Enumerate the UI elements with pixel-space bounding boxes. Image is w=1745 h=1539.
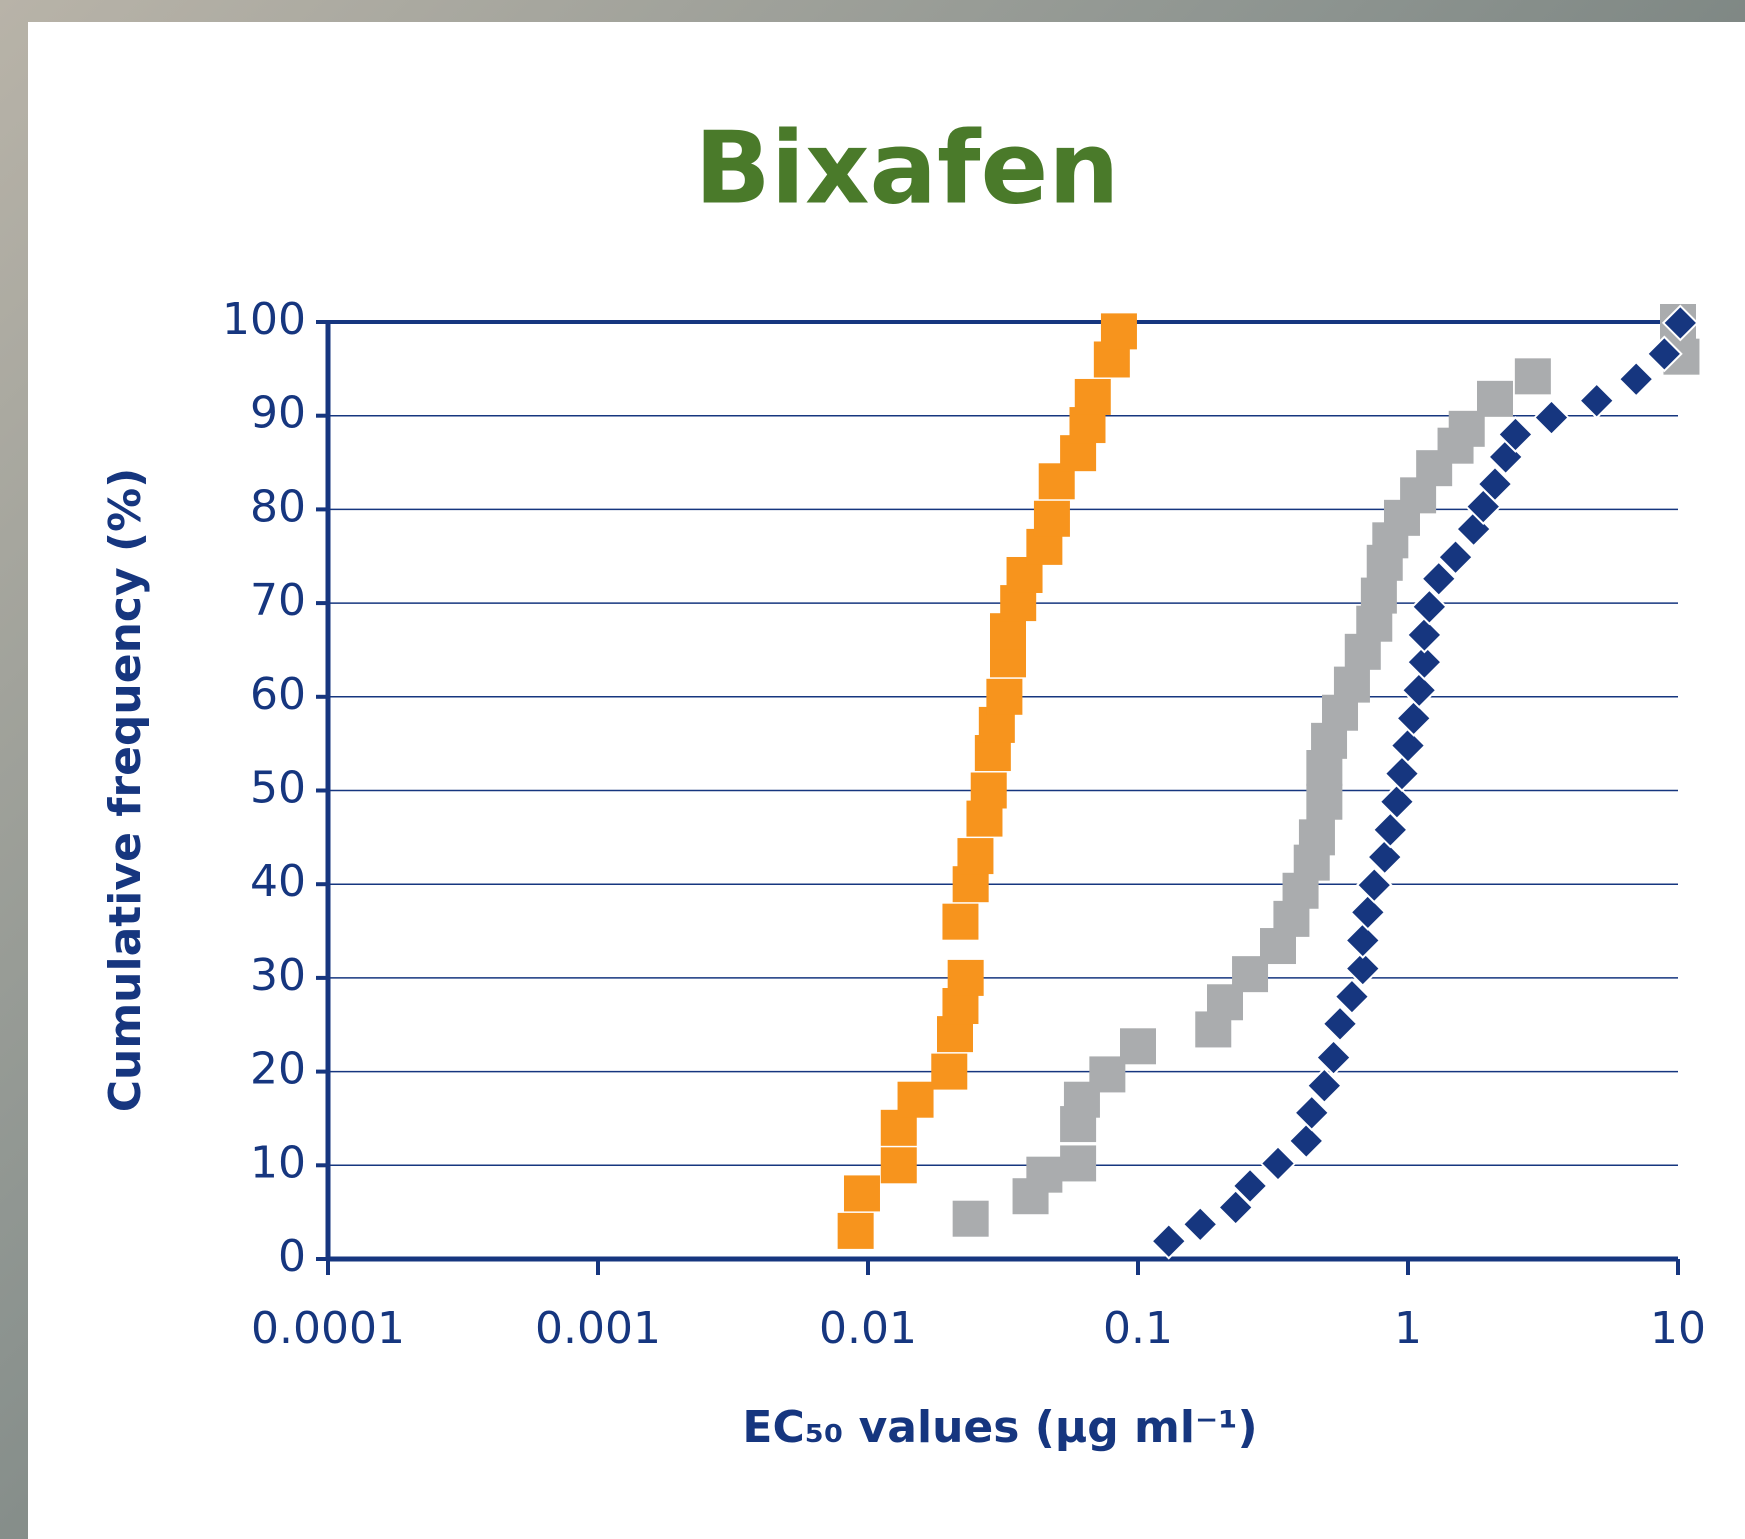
y-tick-label: 0 [278, 1231, 306, 1282]
y-tick-label: 50 [250, 763, 306, 814]
data-point [897, 1081, 934, 1118]
data-point [1533, 399, 1570, 436]
data-point [843, 1175, 880, 1212]
y-tick-label: 70 [250, 575, 306, 626]
data-point [1617, 360, 1655, 398]
card [28, 22, 1745, 1539]
data-point [1100, 313, 1137, 350]
data-point [1298, 819, 1335, 856]
x-tick-label: 10 [1650, 1303, 1706, 1354]
data-point [1217, 1189, 1255, 1226]
data-point [947, 959, 984, 996]
data-point [1383, 755, 1421, 793]
data-point [1400, 671, 1438, 709]
data-point [1405, 643, 1443, 681]
data-point [1333, 978, 1371, 1016]
data-point [1089, 1056, 1126, 1093]
y-tick-label: 100 [222, 294, 306, 345]
data-point [1349, 893, 1387, 931]
data-point [1420, 560, 1458, 598]
y-tick-label: 30 [250, 950, 306, 1001]
data-point [1315, 1039, 1352, 1076]
y-tick-label: 90 [250, 388, 306, 439]
data-point [1355, 866, 1393, 904]
y-tick-label: 20 [250, 1044, 306, 1095]
data-point [957, 838, 994, 875]
data-point [1389, 727, 1427, 764]
y-tick-label: 60 [250, 669, 306, 720]
data-point [1150, 1222, 1188, 1260]
data-point [1437, 538, 1474, 576]
y-tick-label: 10 [250, 1137, 306, 1188]
data-point [1344, 950, 1382, 987]
data-point [1366, 838, 1404, 876]
data-point [1305, 1067, 1343, 1105]
data-point [1371, 811, 1409, 849]
data-point [1293, 1094, 1331, 1132]
chart-title: Bixafen [695, 109, 1120, 226]
data-point [1231, 1167, 1269, 1205]
data-point [1259, 1145, 1297, 1182]
data-point [880, 1147, 917, 1184]
data-point [1360, 577, 1397, 614]
x-tick-label: 0.0001 [251, 1303, 405, 1354]
data-point [970, 772, 1007, 809]
data-point [1287, 1122, 1325, 1160]
data-point [1306, 783, 1343, 820]
data-point [1476, 465, 1514, 503]
data-point [837, 1212, 874, 1249]
y-tick-label: 40 [250, 856, 306, 907]
data-point [1033, 500, 1070, 537]
data-point [1378, 783, 1416, 821]
data-point [931, 1053, 968, 1090]
data-point [1476, 380, 1513, 417]
data-point [1026, 1156, 1063, 1193]
data-point [1395, 699, 1433, 737]
x-tick-label: 0.01 [819, 1303, 917, 1354]
data-point [1074, 378, 1111, 415]
data-point [1333, 666, 1370, 703]
data-point [1514, 358, 1551, 395]
data-point [1060, 1145, 1097, 1182]
y-axis-label: Cumulative frequency (%) [100, 468, 151, 1113]
data-point [986, 678, 1023, 715]
data-point [1410, 588, 1448, 626]
x-tick-label: 0.1 [1103, 1303, 1173, 1354]
data-point [1661, 304, 1699, 342]
x-axis-label: EC₅₀ values (µg ml⁻¹) [742, 1402, 1257, 1453]
data-point [1578, 382, 1616, 420]
data-point [942, 903, 979, 940]
x-tick-label: 0.001 [535, 1303, 661, 1354]
data-point [1497, 416, 1534, 453]
data-point [1405, 616, 1443, 654]
data-point [1645, 335, 1683, 373]
y-tick-label: 80 [250, 481, 306, 532]
data-point [1181, 1205, 1219, 1243]
data-point [1321, 1005, 1359, 1043]
data-point [952, 1200, 989, 1237]
data-point [1344, 922, 1382, 959]
x-tick-label: 1 [1394, 1303, 1422, 1354]
data-point [1120, 1028, 1156, 1065]
